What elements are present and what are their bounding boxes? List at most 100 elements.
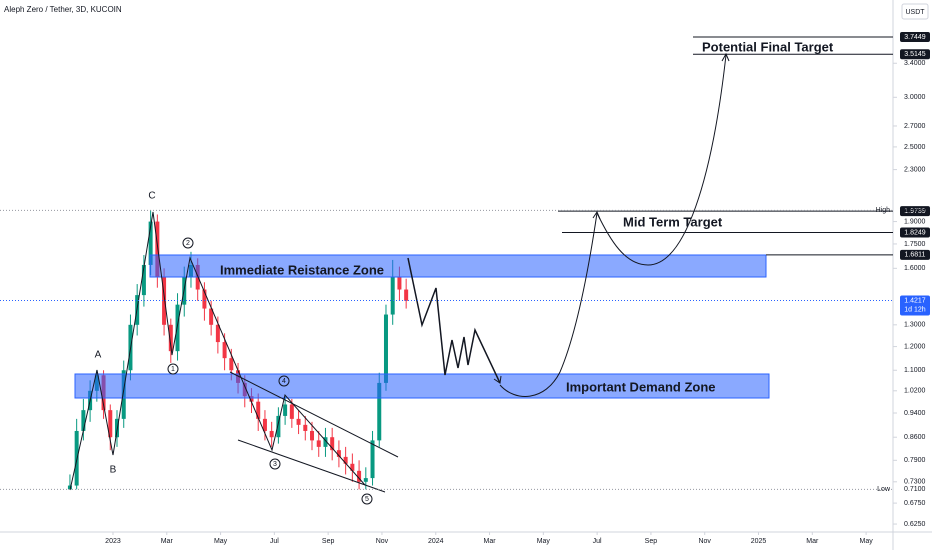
candle-body — [162, 276, 167, 325]
channel-lower — [237, 439, 386, 493]
candle-body — [168, 324, 173, 352]
candle-body — [303, 424, 308, 431]
y-tick-label: 1.0200 — [904, 388, 926, 395]
x-tick-label: Nov — [376, 538, 389, 545]
price-label: 3.5145 — [904, 51, 926, 58]
price-label-box — [900, 249, 930, 260]
currency: USDT — [905, 9, 925, 16]
projection-zigzag — [407, 257, 501, 384]
price-label: 3.7449 — [904, 34, 926, 41]
candle-body — [296, 418, 301, 425]
candle-body — [202, 289, 207, 309]
candle-body — [229, 358, 234, 371]
candle-body — [310, 430, 315, 441]
y-tick-label: 3.4000 — [904, 60, 926, 67]
drawings — [69, 52, 730, 505]
wave-label: 2 — [186, 240, 190, 247]
candle-body — [363, 478, 368, 482]
candle-body — [377, 382, 382, 441]
projection-curve — [499, 212, 598, 397]
candle-body — [330, 437, 335, 451]
extreme-name: High — [876, 207, 891, 214]
candle-body — [249, 396, 254, 402]
y-tick-label: 2.5000 — [904, 144, 926, 151]
y-tick-label: 2.3000 — [904, 166, 926, 173]
x-tick-label: Sep — [645, 538, 658, 545]
candle-body — [350, 463, 355, 471]
price-label-box — [900, 206, 930, 217]
candle-body — [141, 264, 146, 296]
x-tick-label: May — [537, 538, 551, 545]
wave-circle — [182, 237, 194, 249]
candle-body — [383, 314, 388, 383]
chart-title: Aleph Zero / Tether, 3D, KUCOIN — [4, 5, 122, 14]
candle-body — [357, 470, 362, 482]
x-tick-label: Jul — [593, 538, 602, 545]
candle-body — [155, 221, 160, 277]
y-tick-label: 2.7000 — [904, 123, 926, 130]
candle-body — [67, 485, 72, 490]
candle-body — [215, 324, 220, 343]
wave-label: 3 — [273, 461, 277, 468]
candle-body — [262, 418, 267, 431]
arrowhead — [493, 375, 502, 384]
x-tick-label: May — [214, 538, 228, 545]
projection-curve — [596, 54, 727, 266]
wave-label: 5 — [365, 496, 369, 503]
demand-zone — [74, 373, 770, 399]
demand-label: Important Demand Zone — [566, 379, 716, 394]
price-label-box — [900, 49, 930, 60]
x-tick-label: Mar — [484, 538, 497, 545]
currency-box — [901, 3, 929, 20]
y-tick-label: 1.7500 — [904, 241, 926, 248]
wave-label: A — [95, 350, 102, 361]
x-tick-label: May — [859, 538, 873, 545]
extreme-label: 1.9800 — [904, 207, 926, 214]
x-tick-label: Nov — [698, 538, 711, 545]
y-tick-label: 0.7300 — [904, 479, 926, 486]
candle-body — [316, 440, 321, 447]
wave-circle — [167, 363, 179, 375]
time-axis — [0, 532, 932, 550]
candle-body — [283, 404, 288, 416]
y-tick-label: 1.2000 — [904, 343, 926, 350]
candle-body — [336, 450, 341, 457]
price-label: 1.6811 — [905, 252, 926, 259]
y-tick-label: 3.0000 — [904, 94, 926, 101]
last-price-label: 1.4217 — [904, 297, 926, 304]
candle-body — [222, 342, 227, 359]
wave-label: C — [148, 191, 155, 202]
countdown: 1d 12h — [904, 306, 926, 313]
candle-body — [390, 276, 395, 315]
x-tick-label: 2024 — [428, 538, 444, 545]
x-tick-label: 2023 — [105, 538, 121, 545]
candle-body — [81, 410, 86, 431]
x-tick-label: Mar — [806, 538, 819, 545]
final-target-label: Potential Final Target — [702, 39, 834, 54]
channel-upper — [229, 371, 399, 458]
candle-body — [289, 404, 294, 419]
extreme-label: 0.7100 — [904, 486, 926, 493]
wave-label: 1 — [171, 366, 175, 373]
wave-circle — [361, 493, 373, 505]
y-tick-label: 1.3000 — [904, 322, 926, 329]
wave-path — [69, 211, 366, 491]
wave-label: 4 — [282, 378, 286, 385]
candle-body — [269, 430, 274, 438]
resistance-label: Immediate Reistance Zone — [220, 262, 384, 277]
resistance-zone — [149, 254, 767, 278]
candle-body — [256, 401, 261, 419]
y-tick-label: 1.1000 — [904, 367, 926, 374]
candle-body — [343, 456, 348, 464]
candle-body — [148, 221, 153, 265]
candle-body — [397, 276, 402, 290]
price-axis — [893, 0, 932, 550]
y-tick-label: 1.6000 — [904, 265, 926, 272]
x-tick-label: Sep — [322, 538, 335, 545]
extreme-name: Low — [877, 486, 891, 493]
price-label-box — [900, 31, 930, 42]
wave-circle — [269, 458, 281, 470]
candle-body — [209, 308, 214, 325]
y-tick-label: 1.9000 — [904, 218, 926, 225]
